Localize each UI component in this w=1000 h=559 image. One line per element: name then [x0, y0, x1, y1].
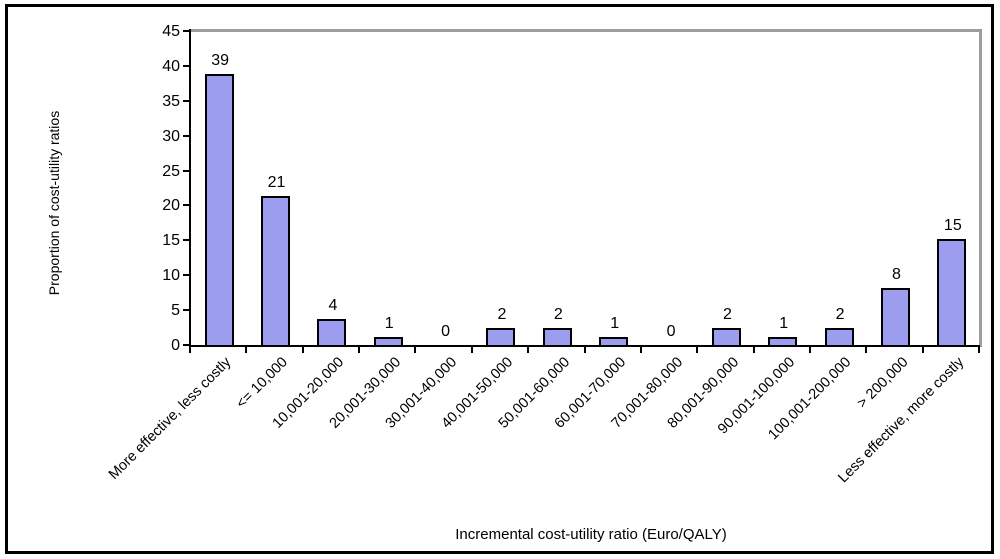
bar-value-label: 15 [943, 217, 962, 234]
bar-value-label: 1 [384, 315, 394, 332]
y-tick-label: 35 [162, 92, 180, 110]
bar-value-label: 2 [553, 306, 563, 323]
x-tick-mark [358, 347, 361, 353]
x-tick-mark [921, 347, 924, 353]
bar [711, 328, 741, 345]
bar-value-label: 0 [441, 323, 451, 340]
y-tick-label: 40 [162, 57, 180, 75]
y-tick-label: 25 [162, 162, 180, 180]
bar-value-label: 2 [722, 306, 732, 323]
bar-value-label: 8 [892, 266, 901, 283]
y-tick-label: 45 [162, 23, 180, 40]
y-tick-label: 10 [162, 267, 180, 285]
y-tick-mark [183, 30, 189, 32]
y-axis-line [189, 29, 191, 347]
bar-value-label: 4 [328, 297, 338, 314]
bar [317, 319, 347, 345]
bar [880, 288, 910, 345]
y-tick-mark [183, 239, 189, 242]
x-tick-mark [470, 347, 473, 353]
y-tick-mark [183, 309, 189, 312]
y-tick-mark [183, 344, 189, 346]
x-tick-mark [301, 347, 304, 353]
x-tick-mark [527, 347, 530, 353]
bar [204, 74, 234, 345]
figure-border: Proportion of cost-utility ratios Increm… [5, 4, 994, 554]
y-tick-mark [183, 169, 189, 172]
bar [768, 337, 798, 345]
y-tick-mark [183, 204, 189, 207]
x-tick-mark [189, 347, 191, 353]
bar-value-label: 39 [211, 52, 230, 69]
y-axis-title: Proportion of cost-utility ratios [46, 110, 62, 296]
bar [542, 328, 572, 345]
y-tick-label: 30 [162, 127, 180, 145]
bar [373, 337, 403, 345]
x-tick-mark [978, 347, 980, 353]
y-tick-label: 20 [162, 197, 180, 215]
y-tick-label: 5 [171, 302, 180, 320]
bar [599, 337, 629, 345]
x-tick-mark [414, 347, 417, 353]
x-tick-mark [583, 347, 586, 353]
y-tick-mark [183, 64, 189, 67]
bar-value-label: 2 [835, 306, 845, 323]
plot-border-right [979, 29, 982, 347]
x-axis-line [189, 345, 980, 347]
x-tick-mark [696, 347, 699, 353]
x-tick-mark [808, 347, 811, 353]
bar-value-label: 1 [779, 315, 789, 332]
bar-value-label: 2 [497, 306, 507, 323]
x-tick-mark [865, 347, 868, 353]
y-tick-mark [183, 274, 189, 277]
bar-value-label: 1 [610, 315, 620, 332]
y-tick-label: 15 [162, 232, 180, 250]
x-axis-title: Incremental cost-utility ratio (Euro/QAL… [455, 526, 727, 543]
x-tick-mark [245, 347, 248, 353]
plot-border-top [191, 29, 980, 32]
bar [824, 328, 854, 345]
y-tick-mark [183, 134, 189, 137]
bar [261, 196, 291, 345]
y-tick-label: 0 [171, 337, 180, 354]
bar-value-label: 21 [267, 174, 286, 191]
bar [486, 328, 516, 345]
bar [937, 239, 967, 345]
x-tick-mark [752, 347, 755, 353]
x-tick-mark [639, 347, 642, 353]
bar-value-label: 0 [666, 323, 676, 340]
y-tick-mark [183, 99, 189, 102]
